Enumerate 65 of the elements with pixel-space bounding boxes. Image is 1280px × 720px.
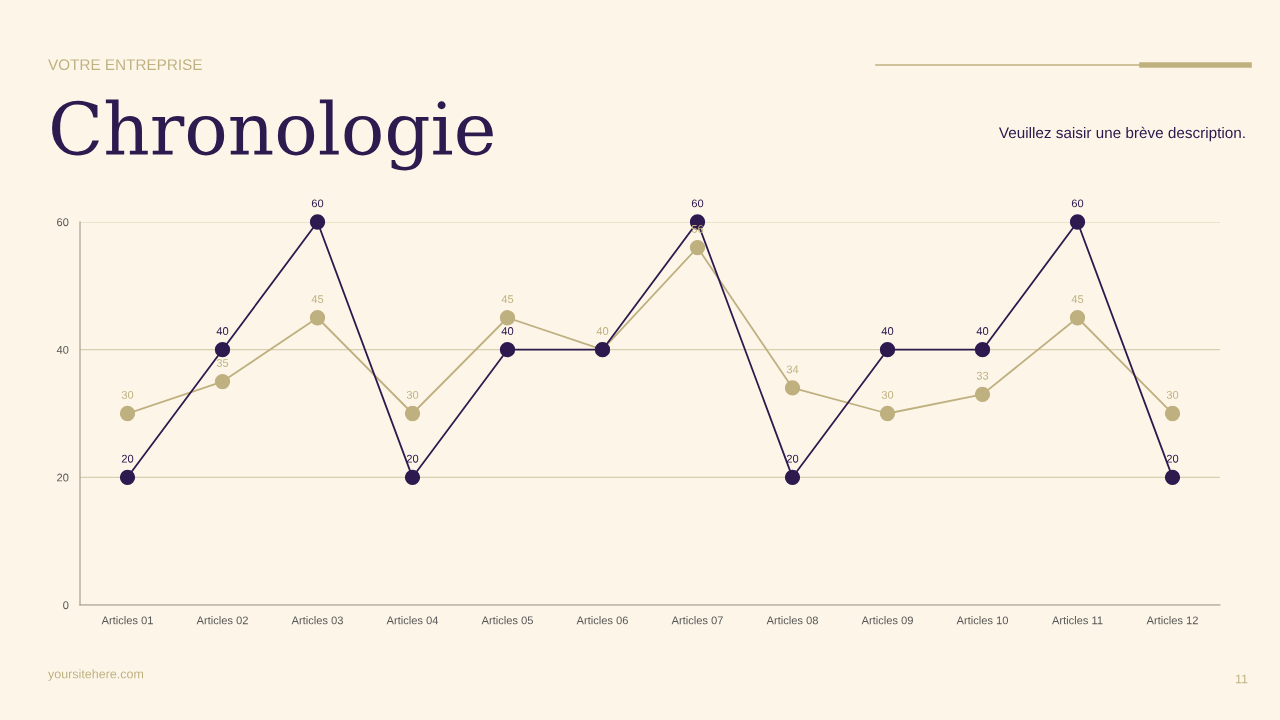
point xyxy=(119,405,136,422)
data-label: 60 xyxy=(311,199,324,208)
point xyxy=(974,342,991,358)
data-label: 30 xyxy=(121,390,134,399)
data-label: 45 xyxy=(501,295,514,304)
point xyxy=(1164,405,1181,422)
point xyxy=(404,405,421,422)
data-label: 20 xyxy=(406,454,419,463)
point xyxy=(1069,214,1086,230)
data-label: 20 xyxy=(121,454,134,463)
point xyxy=(784,469,801,485)
data-label: 34 xyxy=(786,365,799,374)
point xyxy=(499,310,516,326)
data-label: 30 xyxy=(1166,390,1179,399)
point xyxy=(404,469,421,485)
point xyxy=(1164,469,1181,485)
point xyxy=(309,310,326,326)
x-tick-label: Articles 02 xyxy=(196,616,248,625)
data-label: 35 xyxy=(216,359,229,367)
data-label: 40 xyxy=(881,327,894,335)
point xyxy=(879,342,896,358)
x-tick-label: Articles 07 xyxy=(671,616,723,625)
x-tick-label: Articles 08 xyxy=(766,616,818,625)
x-tick-label: Articles 04 xyxy=(386,616,439,625)
data-label: 40 xyxy=(976,327,989,335)
y-tick-label: 60 xyxy=(57,218,69,227)
data-label: 40 xyxy=(216,327,229,335)
data-label: 40 xyxy=(501,327,514,335)
x-tick-label: Articles 10 xyxy=(956,616,1008,625)
point xyxy=(499,342,516,358)
data-label: 60 xyxy=(1071,199,1084,208)
point xyxy=(214,373,231,390)
data-label: 45 xyxy=(1071,295,1084,304)
x-tick-label: Articles 05 xyxy=(481,616,533,625)
data-label: 40 xyxy=(596,327,609,335)
data-label: 30 xyxy=(881,390,894,399)
point xyxy=(879,405,896,422)
data-label: 56 xyxy=(691,224,704,233)
point xyxy=(784,380,801,396)
data-label: 60 xyxy=(691,199,704,208)
data-label: 20 xyxy=(1166,454,1179,463)
y-tick-label: 40 xyxy=(56,345,69,354)
point xyxy=(1069,310,1086,326)
text: VOTRE ENTREPRISE xyxy=(48,59,202,71)
chart-subtitle: Veuillez saisir une brève description. xyxy=(998,126,1245,142)
x-tick-label: Articles 12 xyxy=(1146,616,1198,625)
text: 11 xyxy=(1235,674,1248,684)
chart-title: Chronologie xyxy=(52,99,493,171)
point xyxy=(214,342,231,358)
x-tick-label: Articles 03 xyxy=(291,616,343,625)
x-tick-label: Articles 11 xyxy=(1052,616,1103,625)
text: yoursitehere.com xyxy=(48,669,144,681)
data-label: 30 xyxy=(406,390,419,399)
data-label: 45 xyxy=(311,295,324,304)
point xyxy=(119,469,136,485)
point xyxy=(974,386,991,402)
point xyxy=(309,214,326,230)
data-label: 20 xyxy=(786,454,799,463)
point xyxy=(689,239,706,256)
x-tick-label: Articles 09 xyxy=(861,616,913,625)
data-label: 33 xyxy=(976,371,989,380)
x-tick-label: Articles 01 xyxy=(101,616,153,625)
x-tick-label: Articles 06 xyxy=(576,616,628,625)
y-tick-label: 0 xyxy=(63,601,69,610)
y-tick-label: 20 xyxy=(57,473,69,482)
